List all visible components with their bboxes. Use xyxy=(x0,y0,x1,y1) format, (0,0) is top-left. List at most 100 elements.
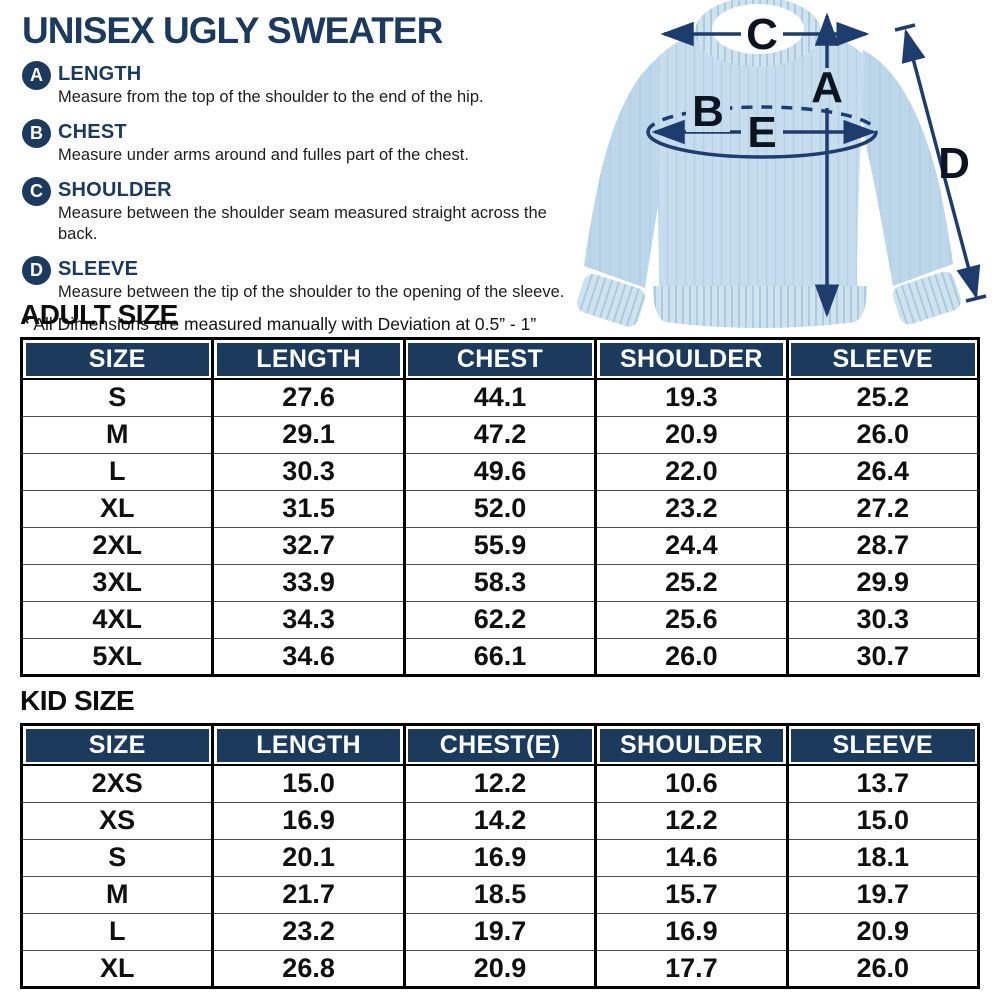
table-cell: 30.7 xyxy=(785,637,979,675)
table-cell: 5XL xyxy=(21,637,213,675)
table-cell: 18.1 xyxy=(785,838,979,876)
label-e-backing xyxy=(743,113,781,149)
table-cell: 24.4 xyxy=(594,526,788,564)
sweater-diagram: C A B E D xyxy=(576,0,987,328)
desc-length: Measure from the top of the shoulder to … xyxy=(58,88,484,106)
table-cell: 3XL xyxy=(21,563,213,601)
table-cell: 10.6 xyxy=(594,765,788,802)
table-row: 5XL 34.6 66.1 26.0 30.7 xyxy=(21,637,979,675)
badge-d: D xyxy=(22,256,51,285)
kid-col-size: SIZE xyxy=(21,724,213,766)
definition-shoulder: C SHOULDER Measure between the shoulder … xyxy=(22,177,570,245)
table-row: 3XL 33.9 58.3 25.2 29.9 xyxy=(21,563,979,601)
table-cell: S xyxy=(108,382,127,413)
table-cell: M xyxy=(21,875,213,913)
table-cell: 15.0 xyxy=(211,765,405,802)
table-cell: 14.6 xyxy=(594,838,788,876)
table-cell: 27.2 xyxy=(785,489,979,527)
measure-info-panel: UNISEX UGLY SWEATER A LENGTH Measure fro… xyxy=(22,10,570,336)
adult-col-shoulder: SHOULDER xyxy=(594,338,788,380)
table-cell: 31.5 xyxy=(211,489,405,527)
label-b-backing xyxy=(686,92,730,132)
table-row: XL 31.5 52.0 23.2 27.2 xyxy=(21,489,979,527)
badge-a: A xyxy=(22,61,51,90)
table-row: M 21.7 18.5 15.7 19.7 xyxy=(21,875,979,913)
table-cell: 19.7 xyxy=(402,912,596,950)
table-cell: 22.0 xyxy=(594,452,788,490)
table-cell: 26.0 xyxy=(594,637,788,675)
table-cell: XS xyxy=(21,801,213,839)
table-row: S 27.6 44.1 19.3 25.2 xyxy=(22,379,979,416)
table-cell: 12.2 xyxy=(402,765,596,802)
adult-col-size: SIZE xyxy=(21,338,213,380)
desc-sleeve: Measure between the tip of the shoulder … xyxy=(58,283,565,301)
table-cell: 18.5 xyxy=(402,875,596,913)
definition-length: A LENGTH Measure from the top of the sho… xyxy=(22,61,570,108)
badge-c: C xyxy=(22,177,51,206)
term-shoulder: SHOULDER xyxy=(58,179,172,201)
diagram-label-d: D xyxy=(938,139,970,188)
table-cell: 25.2 xyxy=(785,379,979,416)
table-cell: 28.7 xyxy=(785,526,979,564)
diagram-label-a: A xyxy=(811,63,843,112)
table-cell: 29.9 xyxy=(785,563,979,601)
adult-header-row: SIZE LENGTH CHEST SHOULDER SLEEVE xyxy=(21,338,979,380)
table-cell: 33.9 xyxy=(211,563,405,601)
table-cell: 29.1 xyxy=(211,415,405,453)
adult-col-sleeve: SLEEVE xyxy=(785,338,979,380)
kid-col-chest: CHEST(E) xyxy=(402,724,596,766)
kid-size-section: KID SIZE SIZE LENGTH CHEST(E) SHOULDER S… xyxy=(20,685,980,989)
table-cell: 19.7 xyxy=(785,875,979,913)
table-cell: 55.9 xyxy=(402,526,596,564)
table-row: L 23.2 19.7 16.9 20.9 xyxy=(21,912,979,950)
desc-shoulder: Measure between the shoulder seam measur… xyxy=(58,204,547,243)
sweater-hem xyxy=(653,286,867,328)
diagram-label-c: C xyxy=(746,10,778,59)
table-cell: 15.0 xyxy=(785,801,979,839)
table-cell: M xyxy=(21,415,213,453)
note-asterisk: * xyxy=(22,314,30,335)
table-row: L 30.3 49.6 22.0 26.4 xyxy=(21,452,979,490)
table-cell: XL xyxy=(21,949,213,987)
table-cell: 26.0 xyxy=(785,415,979,453)
table-cell: L xyxy=(21,912,213,950)
definition-sleeve: D SLEEVE Measure between the tip of the … xyxy=(22,256,570,303)
kid-size-heading: KID SIZE xyxy=(20,685,135,716)
diagram-label-b: B xyxy=(692,87,724,136)
sweater-collar-opening xyxy=(712,4,804,54)
table-cell: 27.6 xyxy=(211,379,405,416)
table-row: S 20.1 16.9 14.6 18.1 xyxy=(21,838,979,876)
table-cell: S xyxy=(21,838,213,876)
sweater-body xyxy=(656,22,865,288)
kid-col-sleeve: SLEEVE xyxy=(785,724,979,766)
kid-col-length: LENGTH xyxy=(211,724,405,766)
table-cell: 2XS xyxy=(91,768,143,799)
table-cell: 20.9 xyxy=(785,912,979,950)
table-cell: 13.7 xyxy=(785,765,979,802)
table-row: 2XL 32.7 55.9 24.4 28.7 xyxy=(21,526,979,564)
table-cell: 52.0 xyxy=(402,489,596,527)
table-row: 2XS 15.0 12.2 10.6 13.7 xyxy=(22,765,979,802)
diagram-label-e: E xyxy=(747,108,776,157)
table-cell: 47.2 xyxy=(402,415,596,453)
table-cell: 21.7 xyxy=(211,875,405,913)
page-title: UNISEX UGLY SWEATER xyxy=(22,10,443,51)
table-cell: 23.2 xyxy=(211,912,405,950)
adult-size-heading: ADULT SIZE xyxy=(20,299,178,330)
table-cell: 34.6 xyxy=(211,637,405,675)
table-cell: 30.3 xyxy=(211,452,405,490)
kid-header-row: SIZE LENGTH CHEST(E) SHOULDER SLEEVE xyxy=(21,724,979,766)
term-sleeve: SLEEVE xyxy=(58,258,139,280)
note-text: All Dimensions are measured manually wit… xyxy=(33,314,537,334)
table-cell: 25.6 xyxy=(594,600,788,638)
table-cell: 26.8 xyxy=(211,949,405,987)
table-cell: XL xyxy=(21,489,213,527)
definition-chest: B CHEST Measure under arms around and fu… xyxy=(22,119,570,166)
table-cell: 15.7 xyxy=(594,875,788,913)
table-cell: 14.2 xyxy=(402,801,596,839)
table-row: 4XL 34.3 62.2 25.6 30.3 xyxy=(21,600,979,638)
table-row: XL 26.8 20.9 17.7 26.0 xyxy=(21,949,979,987)
table-cell: 20.1 xyxy=(211,838,405,876)
table-cell: 32.7 xyxy=(211,526,405,564)
